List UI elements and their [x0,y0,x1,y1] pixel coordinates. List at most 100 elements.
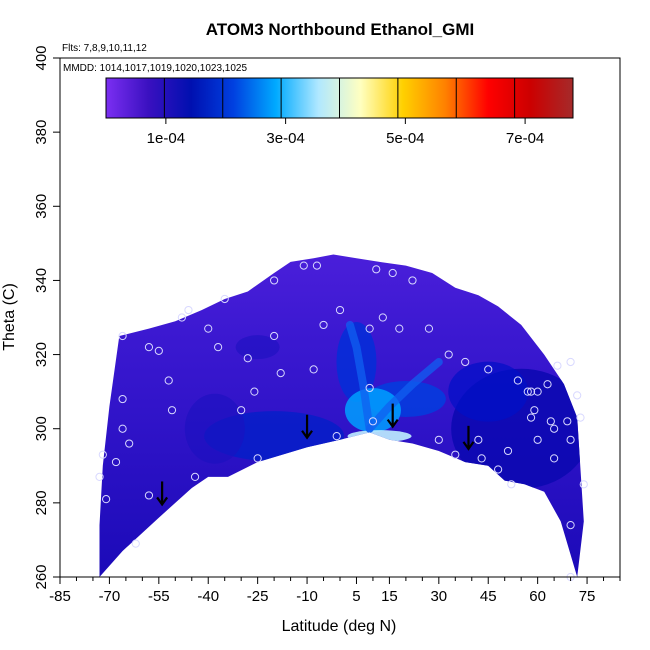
down-arrow-icon [462,425,475,451]
y-tick-label: 340 [33,268,50,293]
observation-point [563,417,572,426]
observation-point [533,435,542,444]
y-tick-label: 260 [33,564,50,589]
observation-point [526,387,536,396]
observation-point [220,294,229,304]
observation-point [131,539,140,548]
observation-point [566,435,575,444]
observation-point [270,331,279,341]
observation-point [451,450,460,459]
observation-point [372,265,381,274]
observation-point [503,446,513,456]
x-tick-label: -10 [296,588,318,605]
observation-point [477,454,486,463]
y-axis-label: Theta (C) [1,283,18,351]
y-tick-label: 320 [33,342,50,367]
observation-point [576,413,585,422]
x-tick-label: 60 [529,588,546,605]
y-tick-label: 400 [33,45,50,70]
arrow-head [462,441,475,451]
observation-point [167,406,177,415]
observation-point [125,439,134,448]
observation-point [550,454,559,463]
x-tick-label: -40 [197,588,219,605]
observation-point [566,357,575,367]
flights-annotation: Flts: 7,8,9,10,11,12 [62,43,147,54]
chart-title: ATOM3 Northbound Ethanol_GMI [206,20,475,39]
colorbar-tick-label: 1e-04 [147,130,185,147]
observation-point [214,343,223,352]
observation-point [553,361,562,370]
plume-ridge-0 [345,320,374,433]
field-region-3 [184,393,245,464]
observation-point [332,432,341,441]
observation-point [118,424,127,433]
y-axis: 260 280 300 320 340 360 380 400 [33,45,61,590]
observation-point [434,435,443,444]
colorbar-tick-label: 3e-04 [266,130,304,147]
observation-point [270,276,279,285]
field-region-4 [235,335,280,360]
x-tick-label: -55 [148,588,170,605]
observation-point [484,365,493,374]
x-axis-label: Latitude (deg N) [282,618,397,635]
x-tick-label: 75 [579,588,596,605]
x-tick-label: -25 [247,588,269,605]
observation-point [299,261,308,270]
observation-point [395,324,404,333]
observation-point [190,472,200,482]
observation-point [530,406,539,415]
observation-point [507,480,516,489]
observation-point [204,324,213,333]
observation-point [444,350,453,359]
observation-point [243,354,252,363]
observation-point [95,472,104,482]
observation-point [388,268,397,278]
observation-point [118,331,127,341]
arrow-head [386,418,399,429]
observation-point [543,380,552,389]
y-tick-label: 300 [33,416,50,441]
observation-point [253,454,262,463]
observation-point [494,465,503,474]
plume-ridge-1 [365,358,443,433]
dates-annotation: MMDD: 1014,1017,1019,1020,1023,1025 [63,63,247,74]
observation-points [95,261,588,582]
y-tick-label: 280 [33,490,50,515]
x-tick-label: 15 [381,588,398,605]
observation-point [184,305,193,315]
observation-point [368,417,378,426]
x-tick-label: 5 [352,588,360,605]
observation-point [546,417,555,426]
observation-point [164,376,173,385]
observation-point [461,357,470,367]
observation-point [579,480,588,489]
observation-point [276,369,285,378]
colorbar-tick-label: 7e-04 [506,130,544,147]
x-tick-label: 45 [480,588,497,605]
down-arrow-icon [156,481,169,507]
field-region-8 [347,430,412,443]
observation-point [177,313,186,322]
observation-point [118,394,127,404]
observation-point [365,383,374,393]
observation-point [144,491,154,500]
field-region-1 [448,361,529,422]
observation-point [550,424,559,433]
down-arrow-icon [301,414,313,440]
observation-point [154,346,163,355]
observation-point [474,435,483,444]
arrow-head [301,430,313,440]
down-arrow-icon [386,403,399,429]
x-tick-label: -70 [99,588,121,605]
x-tick-label: -85 [49,588,71,605]
observation-point [250,387,259,396]
colorbar: 1e-04 3e-04 5e-04 7e-04 [105,77,574,147]
observation-point [309,365,318,374]
observation-point [526,413,536,422]
observation-point [533,387,542,396]
observation-point [312,261,322,270]
x-axis: -85 -70 -55 -40 -25 -10 5 15 30 45 60 75 [49,576,621,605]
observation-point [319,320,328,330]
observation-point [144,343,154,352]
